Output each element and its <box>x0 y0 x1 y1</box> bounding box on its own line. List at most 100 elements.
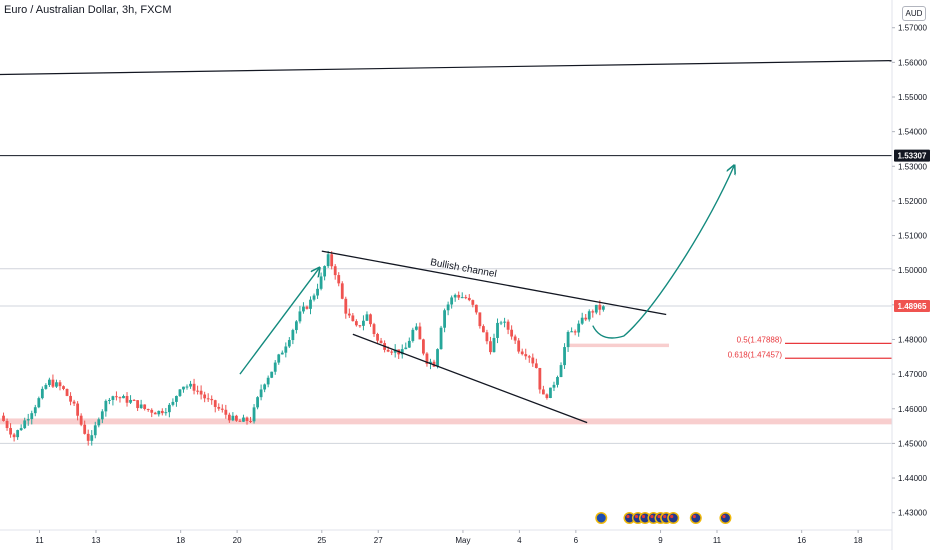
flag-center <box>668 513 678 523</box>
line-price-badge-text: 1.53307 <box>898 152 927 161</box>
candle-body <box>552 384 556 388</box>
candle-body <box>379 340 383 344</box>
candle-body <box>432 361 436 367</box>
candle-body <box>16 430 20 438</box>
fib-level-label: 0.5(1.47888) <box>737 335 783 344</box>
candle-body <box>235 415 238 421</box>
candle-body <box>164 412 168 414</box>
price-tick-label: 1.45000 <box>898 439 927 448</box>
candle-body <box>146 408 150 410</box>
candle-body <box>44 385 48 389</box>
candle-body <box>527 356 531 358</box>
candle-body <box>175 395 178 402</box>
price-tick-label: 1.50000 <box>898 266 927 275</box>
candle-body <box>326 254 330 267</box>
candle-body <box>411 329 415 341</box>
candle-body <box>263 384 267 390</box>
time-tick-label: 18 <box>176 536 185 545</box>
candle-body <box>601 306 605 310</box>
candle-body <box>249 421 252 423</box>
candle-body <box>414 326 418 330</box>
time-tick-label: 18 <box>854 536 863 545</box>
candle-body <box>30 413 34 420</box>
candle-body <box>577 323 581 333</box>
candle-body <box>90 435 94 441</box>
time-tick-label: 20 <box>233 536 242 545</box>
candle-body <box>573 331 577 333</box>
candle-body <box>376 334 379 341</box>
candle-body <box>563 347 566 366</box>
candle-body <box>492 337 496 353</box>
candle-body <box>489 341 492 353</box>
trendline <box>0 60 893 76</box>
price-axis: 1.43000 1.44000 1.45000 1.46000 1.47000 1.480… <box>891 0 930 550</box>
candle-body <box>464 297 468 299</box>
candle-body <box>19 428 23 431</box>
candle-body <box>390 351 394 353</box>
time-tick-label: 9 <box>658 536 663 545</box>
candle-body <box>231 415 235 421</box>
candle-body <box>365 314 369 321</box>
flag-center <box>720 513 730 523</box>
candle-body <box>425 353 429 364</box>
candle-body <box>107 399 111 401</box>
flag-cross <box>650 514 654 519</box>
candle-body <box>256 397 259 408</box>
candle-body <box>280 352 284 355</box>
currency-button[interactable]: AUD <box>902 6 926 21</box>
candle-body <box>277 354 281 363</box>
candle-body <box>319 276 323 289</box>
candle-body <box>65 388 69 396</box>
last-price-badge-text: 1.48965 <box>898 302 927 311</box>
horizontal-lines <box>0 60 893 444</box>
candle-body <box>118 397 122 399</box>
candle-body <box>153 412 157 415</box>
candle-body <box>457 294 461 298</box>
candle-body <box>139 404 143 409</box>
candle-body <box>83 424 87 434</box>
candle-body <box>150 409 154 413</box>
time-tick-label: 16 <box>797 536 806 545</box>
candle-body <box>266 377 270 385</box>
candle-body <box>129 399 132 403</box>
candle-body <box>499 322 503 324</box>
candle-body <box>538 367 542 390</box>
candle-body <box>242 417 245 422</box>
candle-body <box>333 266 337 276</box>
candle-body <box>534 363 538 368</box>
price-tick-label: 1.47000 <box>898 370 927 379</box>
price-tick-label: 1.57000 <box>898 24 927 33</box>
candle-body <box>26 419 30 421</box>
candle-body <box>111 396 115 400</box>
candle-body <box>566 332 570 348</box>
candle-body <box>47 379 51 386</box>
candle-body <box>213 400 217 407</box>
event-markers <box>595 512 732 524</box>
candle-body <box>485 332 489 342</box>
candle-body <box>496 322 499 338</box>
candle-body <box>439 327 443 350</box>
candle-body <box>305 306 309 309</box>
candle-body <box>206 398 210 400</box>
candle-body <box>79 415 83 425</box>
candle-body <box>436 349 439 367</box>
support-zone <box>0 418 892 425</box>
candle-body <box>160 410 164 414</box>
candle-body <box>100 411 104 420</box>
flag-center <box>691 513 701 523</box>
candle-body <box>358 325 362 327</box>
candle-body <box>217 406 221 409</box>
time-tick-label: 27 <box>374 536 383 545</box>
candle-body <box>587 311 591 320</box>
candle-body <box>294 321 298 331</box>
candle-body <box>284 346 288 353</box>
candle-body <box>584 317 588 320</box>
candle-body <box>354 321 358 326</box>
flag-cross <box>722 514 726 519</box>
fib-level-label: 0.618(1.47457) <box>728 350 783 359</box>
candle-body <box>580 317 584 324</box>
candle-body <box>309 299 312 309</box>
projection-arrow <box>592 166 734 339</box>
candle-body <box>203 394 207 399</box>
